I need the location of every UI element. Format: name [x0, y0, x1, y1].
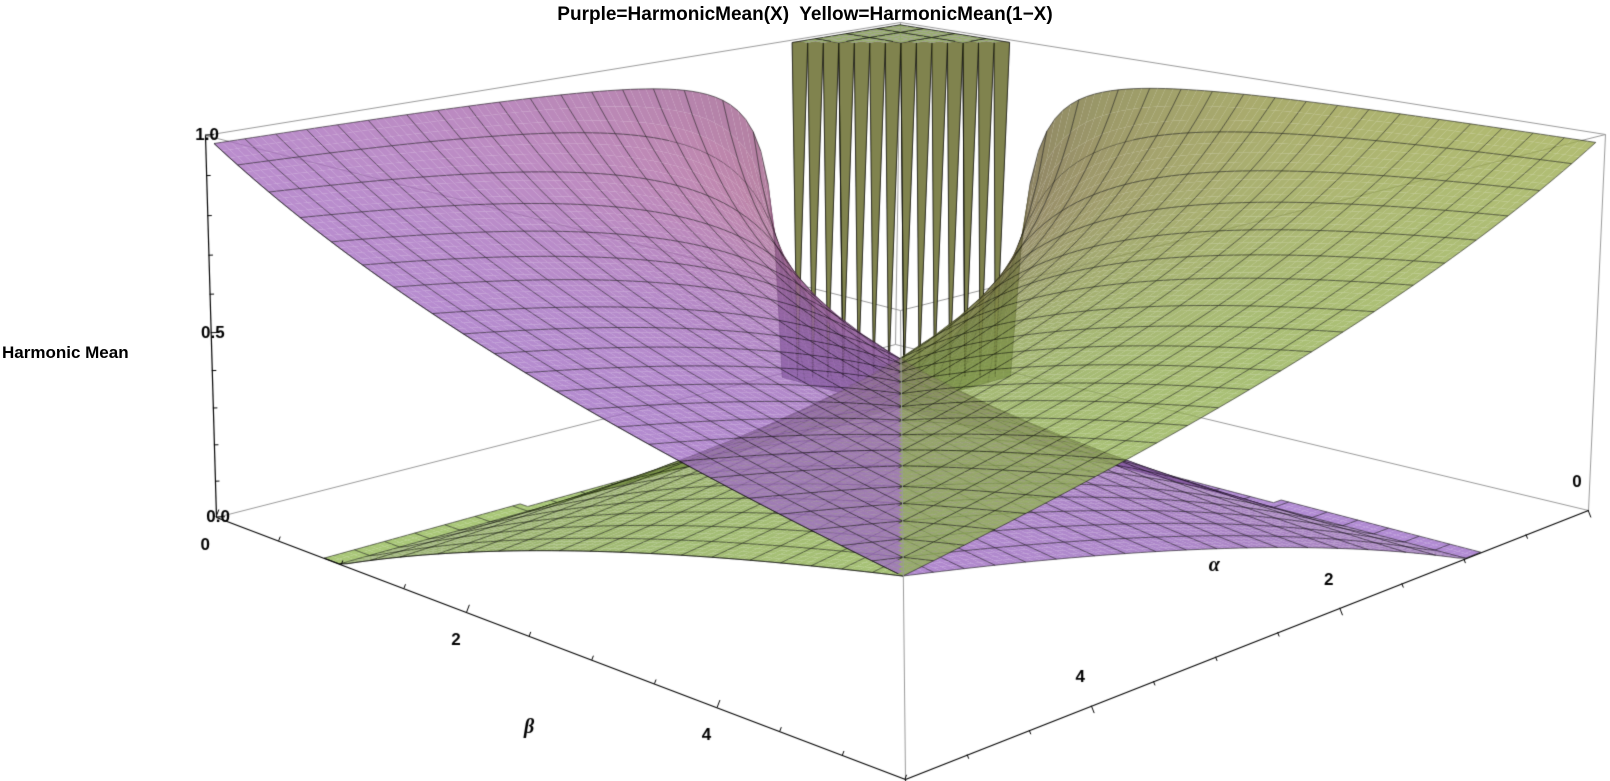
- chart-title: Purple=HarmonicMean(X) Yellow=HarmonicMe…: [557, 4, 1053, 25]
- z-axis-title: Harmonic Mean: [2, 343, 129, 362]
